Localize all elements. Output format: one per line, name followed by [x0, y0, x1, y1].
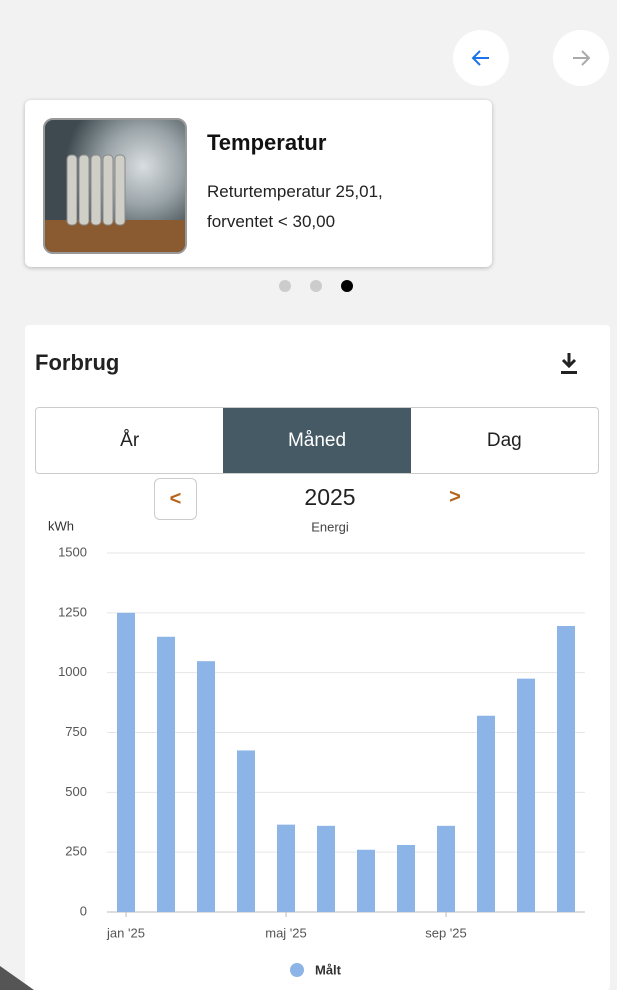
card-text: Returtemperatur 25,01, [207, 182, 383, 202]
y-tick-label: 1250 [58, 604, 87, 619]
bar [437, 826, 455, 912]
y-tick-label: 0 [80, 903, 87, 918]
card-text: forventet < 30,00 [207, 212, 335, 232]
bar [277, 825, 295, 912]
bar [117, 613, 135, 912]
tab[interactable]: År [36, 408, 223, 473]
bar [317, 826, 335, 912]
corner-shape [0, 960, 34, 990]
page-dot[interactable] [279, 280, 291, 292]
next-card-button[interactable] [553, 30, 609, 86]
tab-bar: År Måned Dag [35, 407, 599, 474]
y-tick-label: 1000 [58, 664, 87, 679]
x-tick-label: maj '25 [265, 925, 307, 940]
x-tick-label: sep '25 [425, 925, 467, 940]
section-title: Forbrug [35, 350, 119, 376]
legend-marker [290, 963, 304, 977]
y-tick-label: 1500 [58, 544, 87, 559]
bar [157, 637, 175, 912]
radiator-image [43, 118, 187, 254]
bar [237, 750, 255, 912]
arrow-left-icon [469, 46, 493, 70]
page-dot-active[interactable] [341, 280, 353, 292]
legend-label: Målt [315, 962, 342, 977]
arrow-right-icon [569, 46, 593, 70]
y-axis-label: kWh [48, 518, 74, 533]
bar [357, 850, 375, 912]
alert-card[interactable]: Temperatur Returtemperatur 25,01, forven… [25, 100, 492, 267]
y-tick-label: 750 [65, 724, 87, 739]
page: {"card":{"title":"Temperatur","lines":["… [0, 0, 617, 990]
tab[interactable]: Dag [411, 408, 598, 473]
download-button[interactable] [558, 351, 580, 377]
card-title: Temperatur [207, 130, 326, 156]
x-tick-label: jan '25 [106, 925, 145, 940]
prev-card-button[interactable] [453, 30, 509, 86]
y-tick-label: 500 [65, 784, 87, 799]
tab-active[interactable]: Måned [223, 408, 410, 473]
y-tick-label: 250 [65, 844, 87, 859]
page-dot[interactable] [310, 280, 322, 292]
radiator-drawing [45, 120, 185, 252]
chart-title: Energi [311, 519, 349, 534]
chart: kWh Energi 0 250 500 750 1000 1250 1500 jan '25… [25, 475, 610, 990]
bar [477, 716, 495, 912]
bar [397, 845, 415, 912]
bar [517, 679, 535, 912]
bar [197, 661, 215, 912]
bar [557, 626, 575, 912]
